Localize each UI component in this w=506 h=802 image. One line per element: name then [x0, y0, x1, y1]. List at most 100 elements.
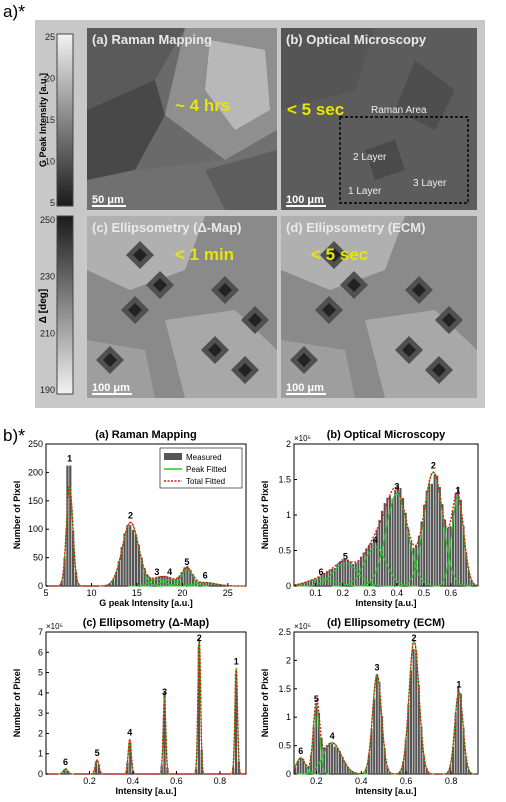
histogram-bar: [163, 691, 166, 774]
y-tick-label: 4: [38, 688, 43, 698]
flake-core: [153, 278, 167, 292]
colorbar-top-label: G Peak Intensity [a.u.]: [38, 73, 48, 167]
histogram-bar: [209, 582, 212, 586]
histogram-bar: [415, 650, 418, 774]
flake-core: [103, 353, 117, 367]
x-tick-label: 0.8: [214, 776, 227, 786]
peak-label: 3: [375, 663, 380, 673]
y-tick-label: 0.5: [278, 546, 291, 556]
histogram-bar: [417, 684, 420, 774]
histogram-bar: [441, 504, 444, 586]
histogram-bar: [407, 704, 410, 774]
histogram-bar: [378, 519, 381, 586]
histogram-bar: [449, 765, 452, 774]
histogram-bar: [172, 579, 175, 586]
chart-title: (c) Ellipsometry (Δ-Map): [83, 617, 210, 629]
y-tick-label: 0: [38, 769, 43, 779]
y-tick-label: 200: [28, 467, 43, 477]
y-tick-label: 0: [38, 581, 43, 591]
histogram-bar: [197, 646, 200, 774]
histogram-bar: [203, 582, 206, 586]
histogram-bar: [328, 569, 331, 586]
peak-label: 4: [373, 535, 378, 545]
histogram-bar: [444, 519, 447, 586]
histogram-bar: [294, 767, 297, 774]
histogram-bar: [137, 545, 140, 586]
y-tick-label: 0.5: [278, 741, 291, 751]
histogram-bar: [467, 769, 470, 774]
histogram-bar: [459, 693, 462, 774]
histogram-bar: [189, 569, 192, 586]
histogram-bar: [338, 751, 342, 774]
histogram-bar: [296, 584, 299, 586]
flake-core: [238, 363, 252, 377]
histogram-bar: [433, 474, 436, 586]
histogram-bar: [323, 747, 326, 774]
flake-core: [442, 313, 456, 327]
y-tick-label: 2: [286, 439, 291, 449]
histogram-bar: [446, 772, 449, 774]
histogram-bar: [299, 757, 302, 774]
histogram-bar: [388, 496, 391, 586]
histogram-bar: [399, 770, 402, 774]
histogram-bar: [360, 556, 363, 586]
x-axis-label: G peak Intensity [a.u.]: [99, 598, 193, 608]
x-tick-label: 0.5: [418, 588, 431, 598]
tile-c-title: (c) Ellipsometry (Δ-Map): [92, 220, 241, 235]
y-tick-label: 3: [38, 708, 43, 718]
histogram-bar: [325, 745, 328, 774]
histogram-bar: [112, 579, 115, 586]
histogram-bar: [94, 761, 98, 774]
peak-fitted-curve: [353, 493, 441, 587]
tile-optical-microscopy: (b) Optical Microscopy < 5 sec Raman Are…: [281, 28, 477, 210]
tile-c-scalebar: 100 μm: [92, 382, 130, 394]
raman-area-box: [339, 116, 469, 204]
plot-area: [45, 631, 247, 775]
peak-label: 5: [95, 748, 100, 758]
histogram-bar: [362, 552, 365, 586]
histogram-bar: [312, 726, 315, 774]
histogram-bar: [336, 747, 339, 774]
peak-label: 5: [314, 694, 319, 704]
histogram-bar: [317, 576, 320, 586]
y-tick-label: 5: [38, 668, 43, 678]
histogram-bar: [375, 674, 378, 774]
histogram-bar: [391, 498, 394, 586]
layer-2-label: 2 Layer: [353, 152, 387, 163]
histogram-bar: [375, 529, 378, 586]
histogram-bar: [317, 712, 320, 774]
peak-fitted-curve: [123, 738, 136, 775]
histogram-bar: [63, 557, 66, 586]
chart-title: (d) Ellipsometry (ECM): [327, 617, 445, 629]
peak-label: 1: [234, 657, 239, 667]
colorbar-top-ticks: 25 20 15 10 5: [45, 32, 55, 208]
histogram-bar: [220, 584, 223, 586]
histogram-bar: [470, 580, 473, 586]
x-tick-label: 0.4: [391, 588, 404, 598]
histogram-bar: [354, 562, 357, 586]
y-tick-label: 2.5: [278, 627, 291, 637]
histogram-bar: [134, 534, 138, 586]
peak-fitted-curve: [296, 562, 395, 587]
y-tick-label: 2: [38, 728, 43, 738]
tile-b-scalebar-line: [286, 205, 326, 207]
histogram-bar: [438, 487, 441, 586]
part-a-label: a)*: [3, 2, 25, 23]
histogram-bar: [367, 544, 370, 586]
x-tick-label: 0.1: [309, 588, 322, 598]
peak-label: 5: [343, 551, 348, 561]
tile-b-time: < 5 sec: [287, 100, 344, 119]
legend-entry: Peak Fitted: [186, 465, 226, 474]
histogram-bar: [349, 770, 352, 774]
histogram-bar: [146, 574, 149, 586]
peak-fitted-curve: [193, 637, 205, 775]
histogram-bar: [194, 579, 198, 586]
flake-core: [327, 248, 341, 262]
histogram-bar: [436, 475, 439, 586]
y-tick-label: 2: [286, 655, 291, 665]
histogram-bar: [423, 504, 426, 586]
histogram-bar: [169, 577, 172, 586]
histogram-bar: [420, 521, 423, 586]
histogram-bar: [373, 698, 376, 774]
